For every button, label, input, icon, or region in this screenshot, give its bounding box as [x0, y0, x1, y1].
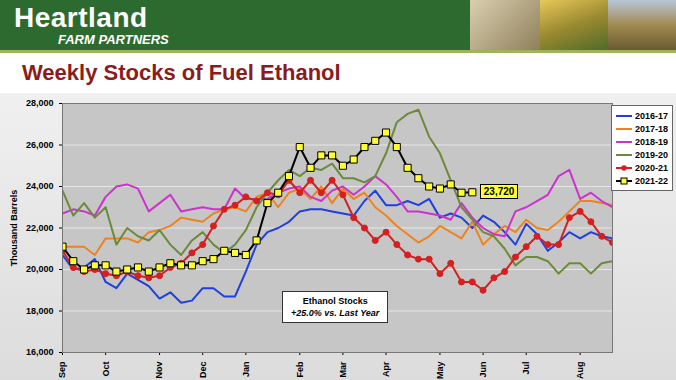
- svg-text:Feb: Feb: [295, 361, 305, 378]
- svg-text:24,000: 24,000: [26, 181, 54, 191]
- html-text:Weekly Stocks of Fuel Ethanol: Weekly Stocks of Fuel Ethanol: [22, 60, 341, 85]
- html-text:Ethanol Stocks: Ethanol Stocks: [302, 296, 368, 306]
- html-text:Heartland: Heartland: [14, 2, 148, 33]
- svg-text:18,000: 18,000: [26, 306, 54, 316]
- svg-text:26,000: 26,000: [26, 140, 54, 150]
- svg-text:Aug: Aug: [575, 362, 585, 380]
- svg-text:Oct: Oct: [101, 362, 111, 377]
- svg-text:22,000: 22,000: [26, 223, 54, 233]
- svg-text:Nov: Nov: [154, 362, 164, 379]
- svg-text:Jun: Jun: [478, 362, 488, 378]
- html-text:2019-20: 2019-20: [635, 149, 668, 160]
- svg-text:Thousand Barrels: Thousand Barrels: [9, 190, 19, 267]
- svg-text:May: May: [435, 362, 445, 380]
- svg-text:Jan: Jan: [241, 362, 251, 378]
- html-text:2017-18: 2017-18: [635, 123, 668, 134]
- html-text:23,720: 23,720: [483, 185, 515, 197]
- svg-text:Mar: Mar: [338, 361, 348, 378]
- html-text:2018-19: 2018-19: [635, 136, 668, 147]
- html-text:2020-21: 2020-21: [635, 162, 668, 173]
- svg-text:Sep: Sep: [57, 361, 67, 378]
- svg-text:16,000: 16,000: [26, 347, 54, 357]
- svg-text:20,000: 20,000: [26, 264, 54, 274]
- html-text:2016-17: 2016-17: [635, 110, 668, 121]
- svg-text:Apr: Apr: [381, 361, 391, 377]
- svg-text:Dec: Dec: [198, 362, 208, 379]
- html-text:2021-22: 2021-22: [635, 175, 668, 186]
- html-text:FARM PARTNERS: FARM PARTNERS: [58, 32, 169, 47]
- html-text:+25.0% vs. Last Year: +25.0% vs. Last Year: [291, 308, 380, 318]
- svg-text:Jul: Jul: [521, 362, 531, 375]
- svg-text:28,000: 28,000: [26, 98, 54, 108]
